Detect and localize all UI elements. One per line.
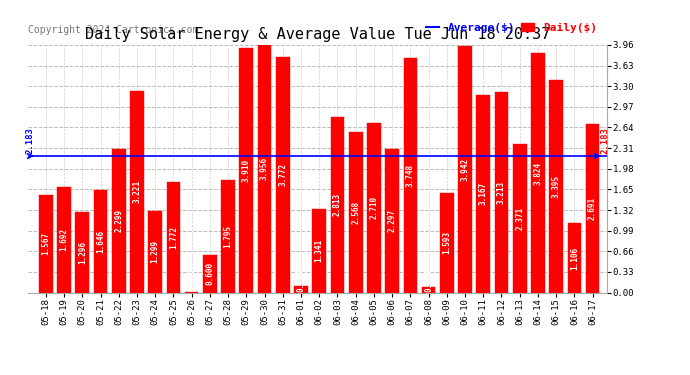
Bar xyxy=(94,190,108,292)
Text: 2.568: 2.568 xyxy=(351,201,360,224)
Text: 3.824: 3.824 xyxy=(533,161,542,184)
Text: 2.183: 2.183 xyxy=(601,128,610,154)
Bar xyxy=(385,149,399,292)
Text: 3.167: 3.167 xyxy=(479,182,488,205)
Bar xyxy=(313,209,326,292)
Bar xyxy=(349,132,362,292)
Bar xyxy=(276,57,290,292)
Text: 3.956: 3.956 xyxy=(260,158,269,180)
Text: 3.910: 3.910 xyxy=(241,159,251,182)
Text: 3.221: 3.221 xyxy=(132,180,141,203)
Bar xyxy=(513,144,526,292)
Text: 0.109: 0.109 xyxy=(297,269,306,292)
Text: 2.813: 2.813 xyxy=(333,193,342,216)
Bar xyxy=(367,123,381,292)
Text: 2.691: 2.691 xyxy=(588,197,597,220)
Bar xyxy=(166,182,180,292)
Text: 2.299: 2.299 xyxy=(115,209,124,232)
Bar xyxy=(39,195,52,292)
Bar xyxy=(75,211,89,292)
Text: 3.942: 3.942 xyxy=(460,158,469,181)
Text: 1.341: 1.341 xyxy=(315,239,324,262)
Bar xyxy=(549,80,563,292)
Text: 3.213: 3.213 xyxy=(497,180,506,204)
Text: 0.010: 0.010 xyxy=(187,268,196,291)
Text: 3.395: 3.395 xyxy=(552,175,561,198)
Text: 1.795: 1.795 xyxy=(224,225,233,248)
Bar xyxy=(331,117,344,292)
Bar xyxy=(112,149,126,292)
Bar xyxy=(440,193,453,292)
Bar xyxy=(148,211,162,292)
Bar xyxy=(221,180,235,292)
Text: 1.299: 1.299 xyxy=(150,240,159,264)
Text: 1.593: 1.593 xyxy=(442,231,451,254)
Text: 1.646: 1.646 xyxy=(96,230,105,253)
Bar xyxy=(257,45,271,292)
Text: 2.710: 2.710 xyxy=(369,196,378,219)
Text: 1.296: 1.296 xyxy=(78,240,87,264)
Text: 1.106: 1.106 xyxy=(570,246,579,270)
Title: Daily Solar Energy & Average Value Tue Jun 18 20:37: Daily Solar Energy & Average Value Tue J… xyxy=(85,27,550,42)
Bar xyxy=(458,46,472,292)
Text: 2.183: 2.183 xyxy=(26,128,34,154)
Text: 3.748: 3.748 xyxy=(406,164,415,187)
Bar xyxy=(531,54,545,292)
Bar xyxy=(495,92,509,292)
Bar xyxy=(203,255,217,292)
Text: 1.567: 1.567 xyxy=(41,232,50,255)
Bar xyxy=(422,286,435,292)
Bar xyxy=(239,48,253,292)
Bar xyxy=(130,91,144,292)
Text: 0.600: 0.600 xyxy=(206,262,215,285)
Legend: Average($), Daily($): Average($), Daily($) xyxy=(422,18,602,38)
Text: 2.297: 2.297 xyxy=(388,209,397,232)
Bar xyxy=(568,224,581,292)
Bar xyxy=(476,94,490,292)
Text: 1.772: 1.772 xyxy=(169,226,178,249)
Bar xyxy=(404,58,417,292)
Text: 2.371: 2.371 xyxy=(515,207,524,230)
Text: Copyright 2024 Cartronics.com: Copyright 2024 Cartronics.com xyxy=(28,25,198,35)
Text: 1.692: 1.692 xyxy=(59,228,68,251)
Text: 0.094: 0.094 xyxy=(424,269,433,292)
Text: 3.772: 3.772 xyxy=(278,163,287,186)
Bar xyxy=(57,187,71,292)
Bar xyxy=(294,286,308,292)
Bar xyxy=(586,124,600,292)
